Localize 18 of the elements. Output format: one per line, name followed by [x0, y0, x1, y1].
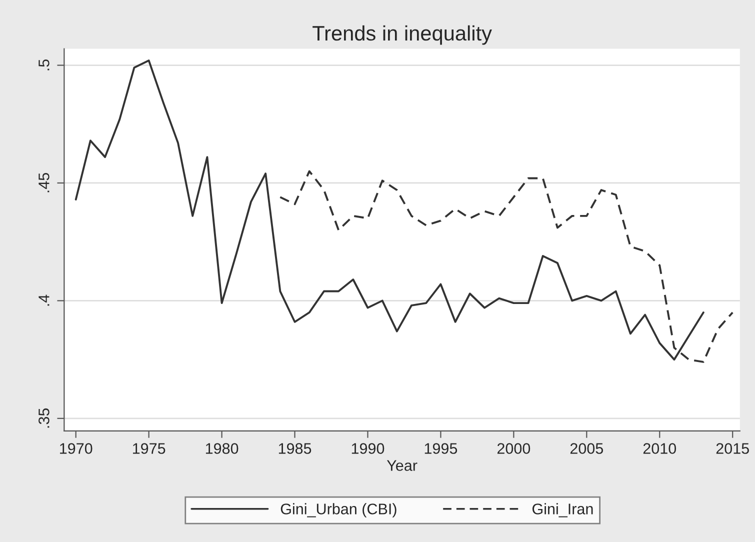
x-tick-label: 2000: [497, 443, 530, 454]
x-tick-label: 2010: [643, 443, 676, 454]
x-tick-label: 1995: [424, 443, 458, 454]
x-tick-label: 1985: [278, 443, 312, 454]
x-tick-label: 2015: [716, 443, 749, 454]
chart-title: Trends in inequality: [312, 25, 492, 45]
legend-label: Gini_Urban (CBI): [280, 503, 396, 518]
x-axis-title: Year: [386, 460, 418, 471]
x-tick-label: 1975: [132, 443, 166, 454]
y-tick-label: .35: [38, 408, 50, 428]
y-tick-label: .4: [38, 294, 50, 306]
x-tick-label: 1980: [206, 443, 238, 454]
x-tick-label: 2005: [570, 443, 604, 454]
y-tick-label: .5: [38, 60, 50, 70]
x-tick-label: 1970: [60, 443, 92, 454]
legend-label: Gini_Iran: [532, 503, 593, 518]
x-tick-label: 1990: [352, 443, 384, 454]
y-tick-label: .45: [38, 173, 50, 192]
